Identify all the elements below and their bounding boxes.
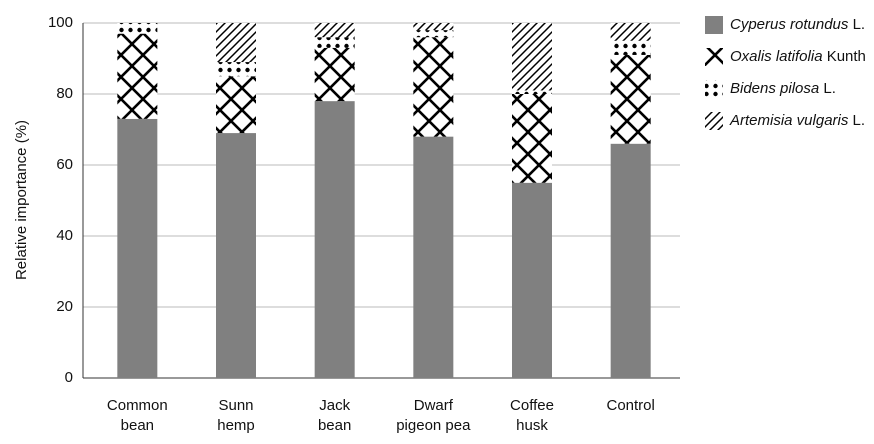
x-tick-label: Sunn hemp xyxy=(217,397,255,434)
legend-label: Oxalis latifolia Kunth xyxy=(730,48,866,65)
bar-segment xyxy=(413,23,454,31)
bar-segment xyxy=(216,62,256,77)
bar-segment xyxy=(413,136,454,378)
y-tick-label: 40 xyxy=(56,227,73,244)
bar-segment xyxy=(216,76,256,134)
bar-segment xyxy=(117,118,158,378)
x-tick-label: Jack bean xyxy=(318,397,351,434)
bar-segment xyxy=(512,23,552,91)
bar-segment xyxy=(117,23,158,34)
bar-segment xyxy=(117,33,158,119)
bar-segment xyxy=(216,23,256,63)
bar-segment xyxy=(314,101,355,378)
bar-segment xyxy=(314,47,355,102)
bar-segment xyxy=(512,94,552,183)
bar-segment xyxy=(413,37,454,137)
legend-label: Cyperus rotundus L. xyxy=(730,16,865,33)
bar-segment xyxy=(216,133,256,378)
legend-swatch xyxy=(705,16,723,34)
legend-swatch xyxy=(705,80,723,98)
legend-label: Bidens pilosa L. xyxy=(730,80,836,97)
bar-segment xyxy=(610,54,651,144)
bar-segment xyxy=(610,143,651,378)
bar-segment xyxy=(413,30,454,38)
x-tick-label: Coffee husk xyxy=(510,397,554,434)
bar-segment xyxy=(610,23,651,41)
bar-segment xyxy=(512,182,552,378)
y-axis-label: Relative importance (%) xyxy=(13,120,30,280)
bar-segment xyxy=(512,90,552,94)
y-tick-label: 20 xyxy=(56,298,73,315)
legend-swatch xyxy=(705,112,723,130)
x-tick-label: Dwarf pigeon pea xyxy=(396,397,471,434)
bar-segment xyxy=(610,40,651,55)
x-tick-label: Common bean xyxy=(107,397,168,434)
bar-segment xyxy=(314,23,355,38)
bar-segment xyxy=(314,37,355,48)
legend-swatch xyxy=(705,48,723,66)
x-tick-label: Control xyxy=(606,397,654,414)
y-tick-label: 0 xyxy=(65,369,73,386)
y-tick-label: 60 xyxy=(56,156,73,173)
y-tick-label: 100 xyxy=(48,14,73,31)
legend-label: Artemisia vulgaris L. xyxy=(729,112,865,129)
y-tick-label: 80 xyxy=(56,85,73,102)
